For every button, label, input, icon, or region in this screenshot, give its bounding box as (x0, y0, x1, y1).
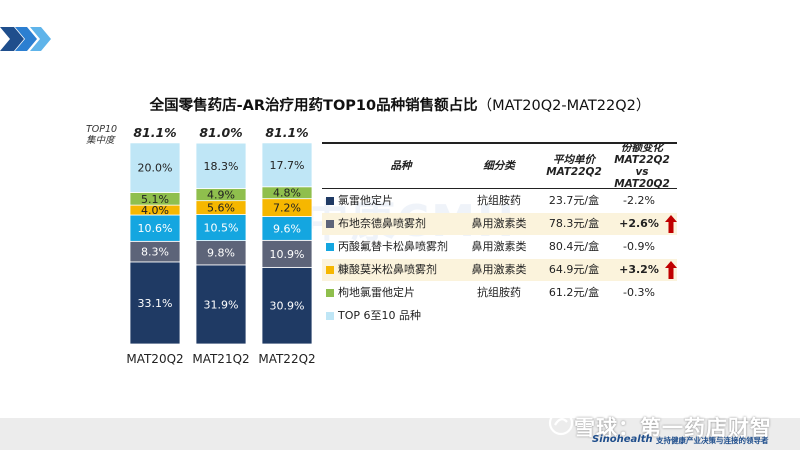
sinohealth-tagline: 支持健康产业决策与连接的领导者 (656, 436, 769, 445)
header-share: 份额变化 MAT22Q2 vs MAT20Q2 (614, 142, 670, 190)
title-range: （MAT20Q2-MAT22Q2） (477, 98, 651, 114)
share-change: -0.9% (623, 240, 655, 253)
bar-data-label: 4.8% (273, 187, 301, 200)
bar-segment (261, 239, 313, 268)
legend-swatch (326, 197, 334, 205)
legend-swatch (326, 220, 334, 228)
bar-data-label: 4.0% (141, 204, 169, 217)
product-name: 丙酸氟替卡松鼻喷雾剂 (338, 240, 448, 253)
product-name: 氯雷他定片 (338, 194, 393, 207)
bar-data-label: 5.6% (207, 202, 235, 215)
avg-price: 78.3元/盒 (548, 217, 600, 230)
bar-data-label: 31.9% (204, 298, 239, 311)
concentration-value: 81.0% (199, 125, 243, 140)
share-change: +2.6% (619, 217, 659, 230)
bar-data-label: 10.6% (138, 222, 173, 235)
table-row: 枸地氯雷他定片 抗组胺药 61.2元/盒 -0.3% (322, 282, 677, 304)
chart-title: 全国零售药店-AR治疗用药TOP10品种销售额占比（MAT20Q2-MAT22Q… (149, 98, 651, 114)
header-class: 细分类 (483, 160, 515, 172)
legend-swatch (326, 312, 334, 320)
bar-segment (261, 266, 313, 345)
bar-segment (195, 214, 247, 241)
bar-data-label: 20.0% (138, 162, 173, 175)
table-row: 糠酸莫米松鼻喷雾剂 鼻用激素类 64.9元/盒 +3.2% (322, 259, 677, 281)
footer-bar (0, 418, 800, 450)
table-header: 品种 细分类 平均单价 MAT22Q2 份额变化 MAT22Q2 vs MAT20Q2 (322, 142, 677, 190)
sinohealth-brand: Sinohealth (592, 434, 653, 445)
xueqiu-logo-icon (548, 410, 574, 436)
concentration-value: 81.1% (265, 125, 309, 140)
product-name: 枸地氯雷他定片 (338, 286, 415, 299)
header-price: 平均单价 MAT22Q2 (546, 154, 602, 178)
x-tick-label: MAT20Q2 (126, 352, 184, 366)
bar-data-label: 10.9% (270, 248, 305, 261)
bar-data-label: 4.9% (207, 189, 235, 202)
table-row: 布地奈德鼻喷雾剂 鼻用激素类 78.3元/盒 +2.6% (322, 213, 677, 235)
up-arrow-icon (665, 261, 677, 279)
x-tick-label: MAT21Q2 (192, 352, 250, 366)
bar-segment (129, 214, 181, 242)
product-class: 鼻用激素类 (471, 263, 527, 276)
header-product: 品种 (390, 160, 412, 172)
product-class: 鼻用激素类 (471, 240, 527, 253)
share-change: -0.3% (623, 286, 655, 299)
bar-data-label: 9.6% (273, 222, 301, 235)
product-class: 抗组胺药 (477, 286, 521, 299)
legend-swatch (326, 289, 334, 297)
bar-segment (195, 142, 247, 189)
bar-segment (261, 142, 313, 188)
xueqiu-watermark: 雪球：第一药店财智 (574, 416, 772, 440)
bar-segment (129, 261, 181, 345)
share-change: -2.2% (623, 194, 655, 207)
table-row: TOP 6至10 品种 (322, 305, 677, 327)
bar-data-label: 8.3% (141, 246, 169, 259)
legend-swatch (326, 266, 334, 274)
bar-data-label: 10.5% (204, 222, 239, 235)
bar-segment (129, 142, 181, 193)
product-name: 布地奈德鼻喷雾剂 (338, 217, 426, 230)
bar-data-label: 33.1% (138, 297, 173, 310)
bar-data-label: 9.8% (207, 247, 235, 260)
product-name: TOP 6至10 品种 (338, 309, 421, 322)
concentration-value: 81.1% (133, 125, 177, 140)
bar-data-label: 30.9% (270, 300, 305, 313)
table-row: 丙酸氟替卡松鼻喷雾剂 鼻用激素类 80.4元/盒 -0.9% (322, 236, 677, 258)
table-row: 氯雷他定片 抗组胺药 23.7元/盒 -2.2% (322, 190, 677, 212)
product-name: 糠酸莫米松鼻喷雾剂 (338, 263, 437, 276)
bar-data-label: 18.3% (204, 160, 239, 173)
bar-segment (195, 264, 247, 345)
x-tick-label: MAT22Q2 (258, 352, 316, 366)
avg-price: 64.9元/盒 (548, 263, 600, 276)
legend-swatch (326, 243, 334, 251)
avg-price: 23.7元/盒 (548, 194, 600, 207)
product-class: 鼻用激素类 (471, 217, 527, 230)
share-change: +3.2% (619, 263, 659, 276)
up-arrow-icon (665, 215, 677, 233)
bar-data-label: 7.2% (273, 202, 301, 215)
header-chevrons-icon (0, 27, 51, 51)
bar-data-label: 5.1% (141, 193, 169, 206)
bar-data-label: 17.7% (270, 159, 305, 172)
product-class: 抗组胺药 (477, 194, 521, 207)
avg-price: 61.2元/盒 (548, 286, 600, 299)
avg-price: 80.4元/盒 (548, 240, 600, 253)
concentration-label: TOP10 集中度 (86, 124, 117, 146)
concentration-label-text: TOP10 集中度 (86, 124, 118, 146)
